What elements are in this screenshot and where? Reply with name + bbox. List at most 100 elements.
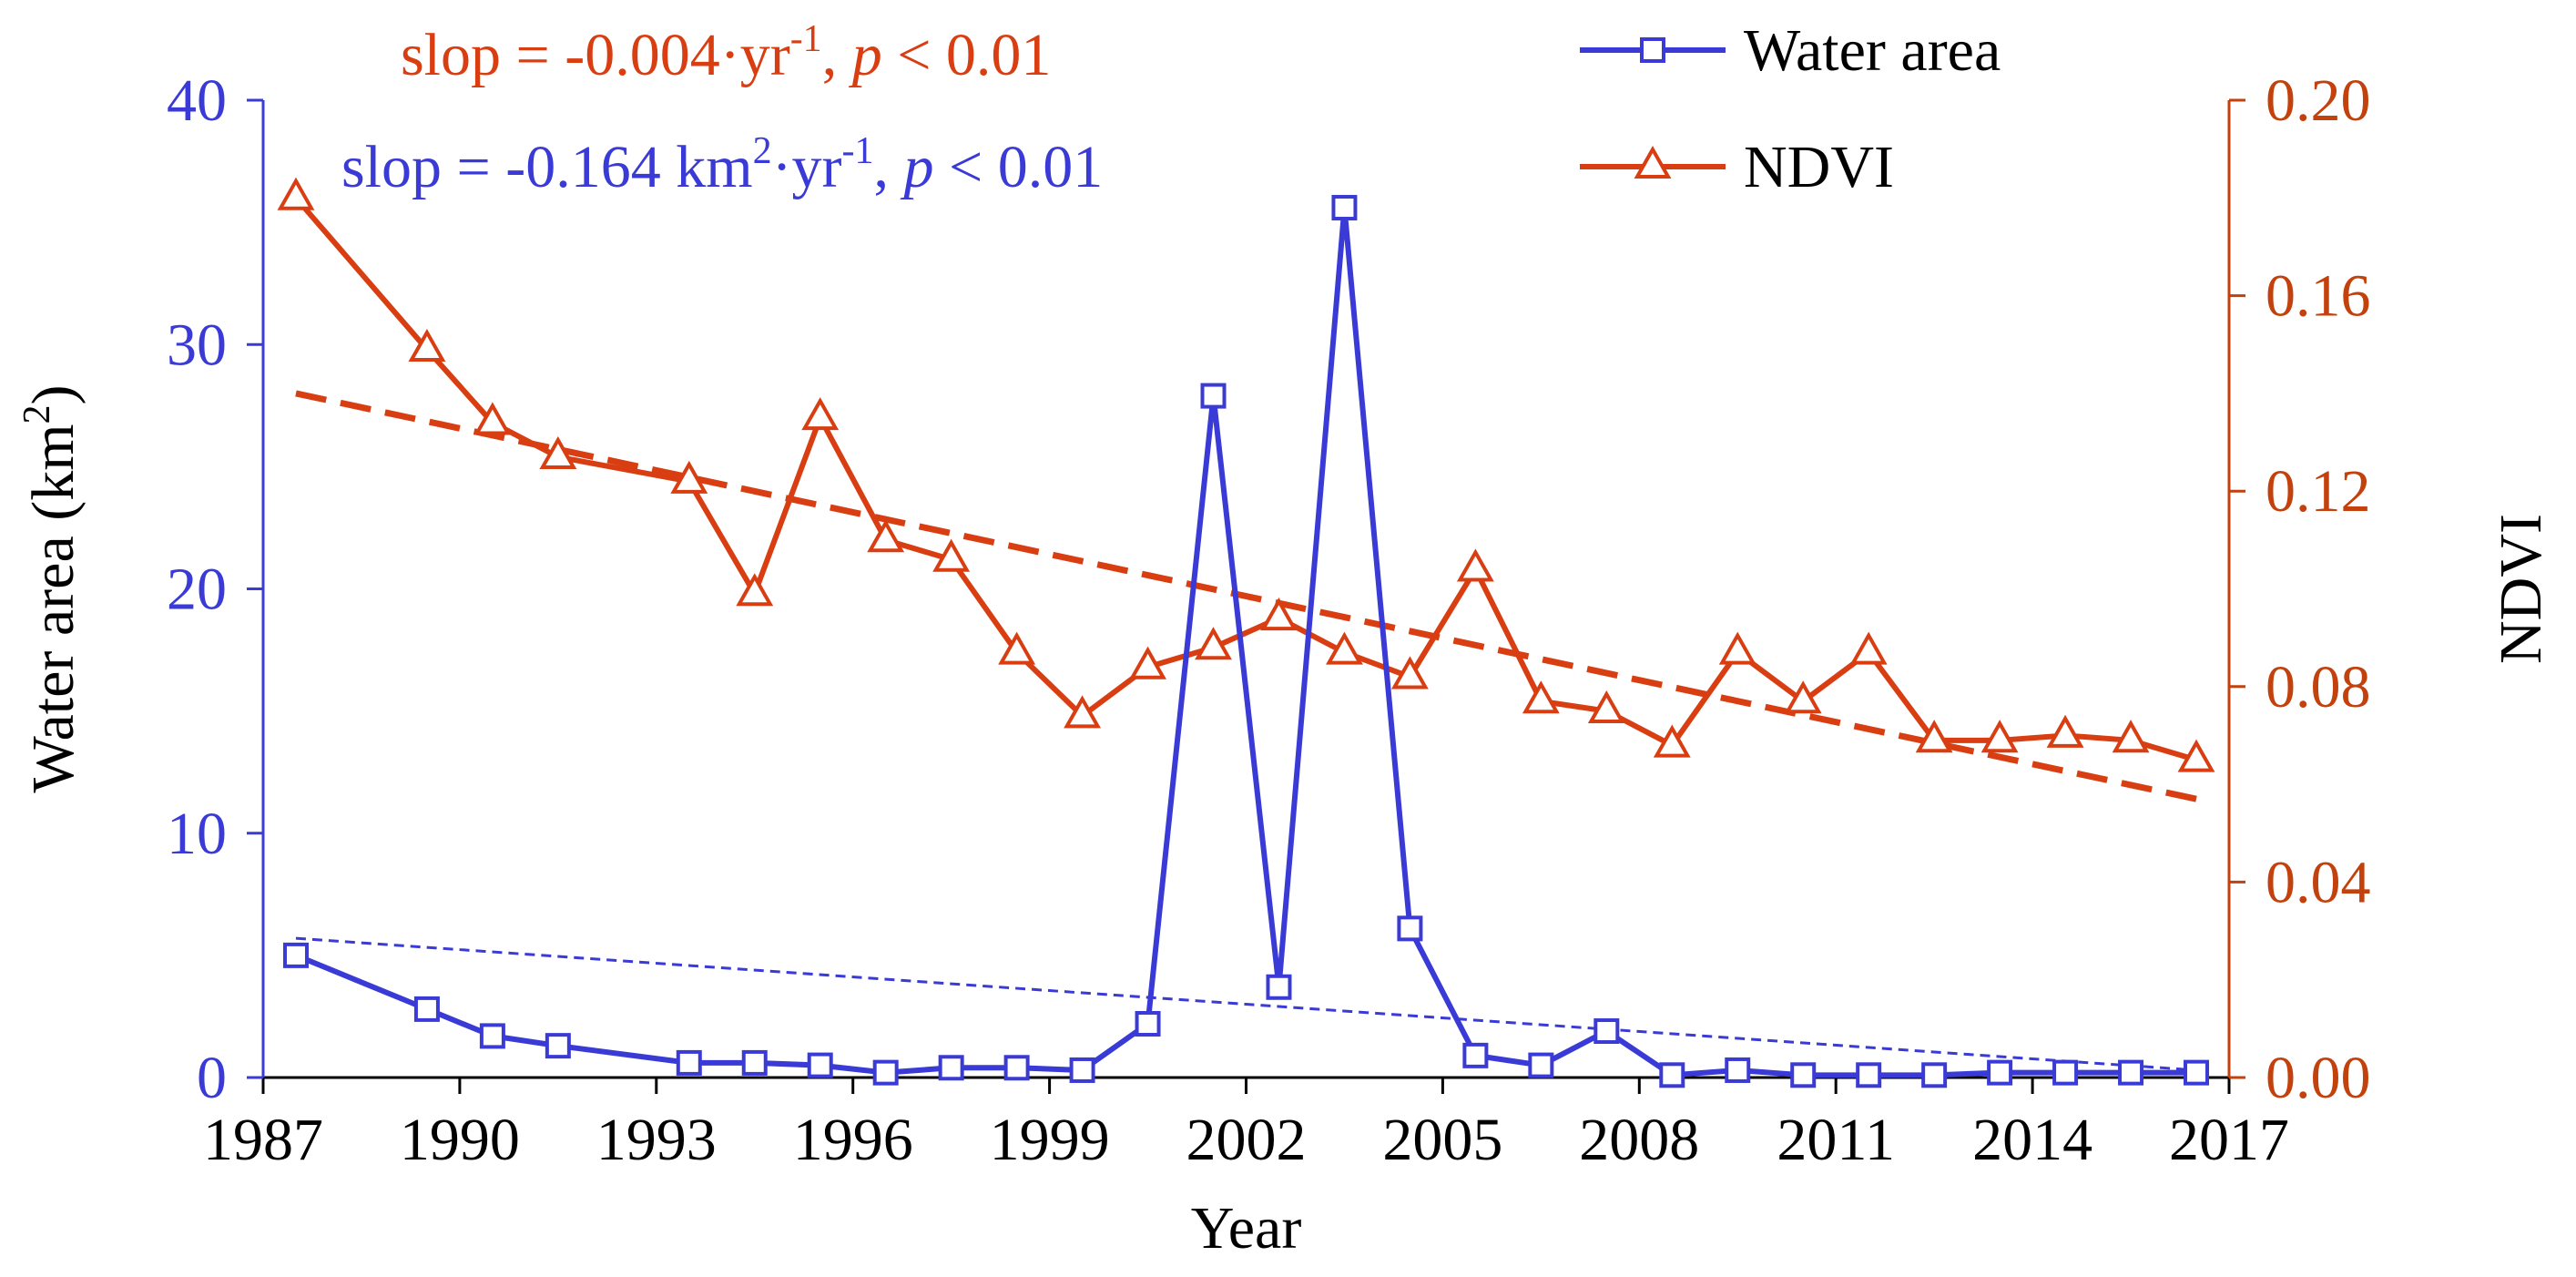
x-tick-label: 1999 <box>990 1107 1110 1173</box>
ndvi-point <box>932 538 971 572</box>
legend-ndvi-label: NDVI <box>1744 134 1894 200</box>
y-tick-label-right: 0.16 <box>2265 263 2371 330</box>
water-slope-p: p <box>901 134 934 200</box>
ndvi-point <box>539 435 577 470</box>
water-point <box>1200 383 1227 409</box>
ndvi-point <box>1195 627 1232 660</box>
x-tick-label: 1990 <box>400 1107 520 1173</box>
ndvi-point <box>1064 695 1102 729</box>
ndvi-series-line <box>293 196 2197 763</box>
ndvi-point <box>1260 598 1298 631</box>
water-point <box>413 996 440 1022</box>
water-point <box>807 1052 833 1078</box>
y-tick-label-right: 0.20 <box>2265 67 2371 134</box>
ndvi-point <box>670 460 708 494</box>
ndvi-point <box>1915 720 1953 753</box>
x-axis-title: Year <box>1191 1195 1302 1262</box>
water-point <box>1593 1018 1620 1045</box>
water-point <box>1003 1055 1030 1081</box>
water-point <box>1659 1062 1685 1088</box>
water-point <box>1069 1057 1095 1083</box>
water-slope-sup2: -1 <box>842 130 874 172</box>
y-axis-right-title: NDVI <box>2488 514 2554 664</box>
legend-water-marker <box>1640 37 1665 63</box>
y-tick-label-right: 0.00 <box>2265 1045 2371 1111</box>
ndvi-point <box>1129 646 1166 679</box>
x-tick-label: 2017 <box>2169 1107 2289 1173</box>
ndvi-point <box>1326 631 1363 665</box>
ndvi-slope-annotation: slop = -0.004·yr-1, p < 0.01 <box>401 18 1051 88</box>
water-point <box>676 1049 702 1076</box>
ndvi-point <box>1718 631 1756 665</box>
y-axis-left-title-sup: 2 <box>16 404 58 424</box>
water-point <box>2184 1059 2210 1086</box>
ndvi-point <box>2177 739 2215 772</box>
x-tick-label: 2002 <box>1186 1107 1307 1173</box>
ndvi-point <box>1456 548 1494 582</box>
x-tick-label: 2011 <box>1777 1107 1895 1173</box>
x-tick-label: 1996 <box>793 1107 913 1173</box>
ndvi-point <box>801 397 840 431</box>
ndvi-point <box>1522 680 1560 714</box>
ndvi-slope-tail: < 0.01 <box>882 22 1052 88</box>
water-point <box>741 1049 768 1076</box>
x-tick-label: 2014 <box>1972 1107 2092 1173</box>
legend-water-label: Water area <box>1744 17 2001 84</box>
ndvi-slope-p: p <box>849 22 882 88</box>
x-tick-label: 1993 <box>596 1107 717 1173</box>
water-point <box>1135 1010 1161 1037</box>
water-slope-tail: < 0.01 <box>934 134 1104 200</box>
ndvi-point <box>2112 720 2150 753</box>
ndvi-point <box>1849 631 1888 665</box>
water-point <box>1921 1062 1948 1088</box>
ndvi-point <box>1587 690 1625 724</box>
ndvi-point <box>277 177 315 210</box>
legend: Water area NDVI <box>1580 17 2001 200</box>
y-axis-left-title-text: Water area (km <box>20 424 87 792</box>
water-point <box>1790 1062 1817 1088</box>
water-point <box>2052 1059 2079 1086</box>
water-point <box>938 1055 964 1081</box>
water-point <box>479 1023 505 1049</box>
ndvi-point <box>408 328 446 363</box>
y-tick-label-left: 40 <box>167 67 227 134</box>
y-axis-left-title: Water area (km2) <box>16 384 87 792</box>
water-slope-prefix: slop = -0.164 km <box>341 134 753 200</box>
x-tick-label: 1987 <box>203 1107 323 1173</box>
water-point <box>282 942 309 968</box>
water-point <box>1266 974 1292 1000</box>
y-axis-left-title-close: ) <box>20 384 87 404</box>
ndvi-point <box>1390 656 1429 690</box>
legend-ndvi-marker <box>1634 145 1672 179</box>
water-slope-sup1: 2 <box>753 130 772 172</box>
water-point <box>1725 1057 1751 1083</box>
water-slope-mid2: , <box>874 134 904 200</box>
water-slope-annotation: slop = -0.164 km2·yr-1, p < 0.01 <box>341 130 1103 200</box>
y-tick-label-left: 0 <box>197 1045 227 1111</box>
x-tick-label: 2005 <box>1382 1107 1502 1173</box>
ndvi-trendline <box>295 390 2197 802</box>
water-slope-mid1: ·yr <box>772 134 842 200</box>
ndvi-point <box>1653 724 1691 758</box>
ndvi-point <box>736 573 774 607</box>
y-tick-label-right: 0.04 <box>2265 849 2371 915</box>
water-point <box>1528 1052 1554 1078</box>
ndvi-slope-prefix: slop = -0.004·yr <box>401 22 790 88</box>
y-tick-label-left: 30 <box>167 312 227 378</box>
y-tick-label-left: 10 <box>167 801 227 867</box>
water-point <box>1397 915 1423 942</box>
ndvi-point <box>1784 680 1822 714</box>
water-point <box>872 1059 899 1086</box>
water-point <box>1331 195 1358 221</box>
water-trendline <box>295 936 2197 1072</box>
y-tick-label-right: 0.12 <box>2265 458 2371 525</box>
y-tick-label-left: 20 <box>167 557 227 623</box>
water-point <box>1462 1042 1489 1068</box>
ndvi-slope-sup: -1 <box>790 18 822 60</box>
x-tick-label: 2008 <box>1579 1107 1699 1173</box>
ndvi-point <box>2046 714 2084 748</box>
water-point <box>545 1033 571 1059</box>
water-point <box>1856 1062 1882 1088</box>
ndvi-slope-mid: , <box>822 22 852 88</box>
